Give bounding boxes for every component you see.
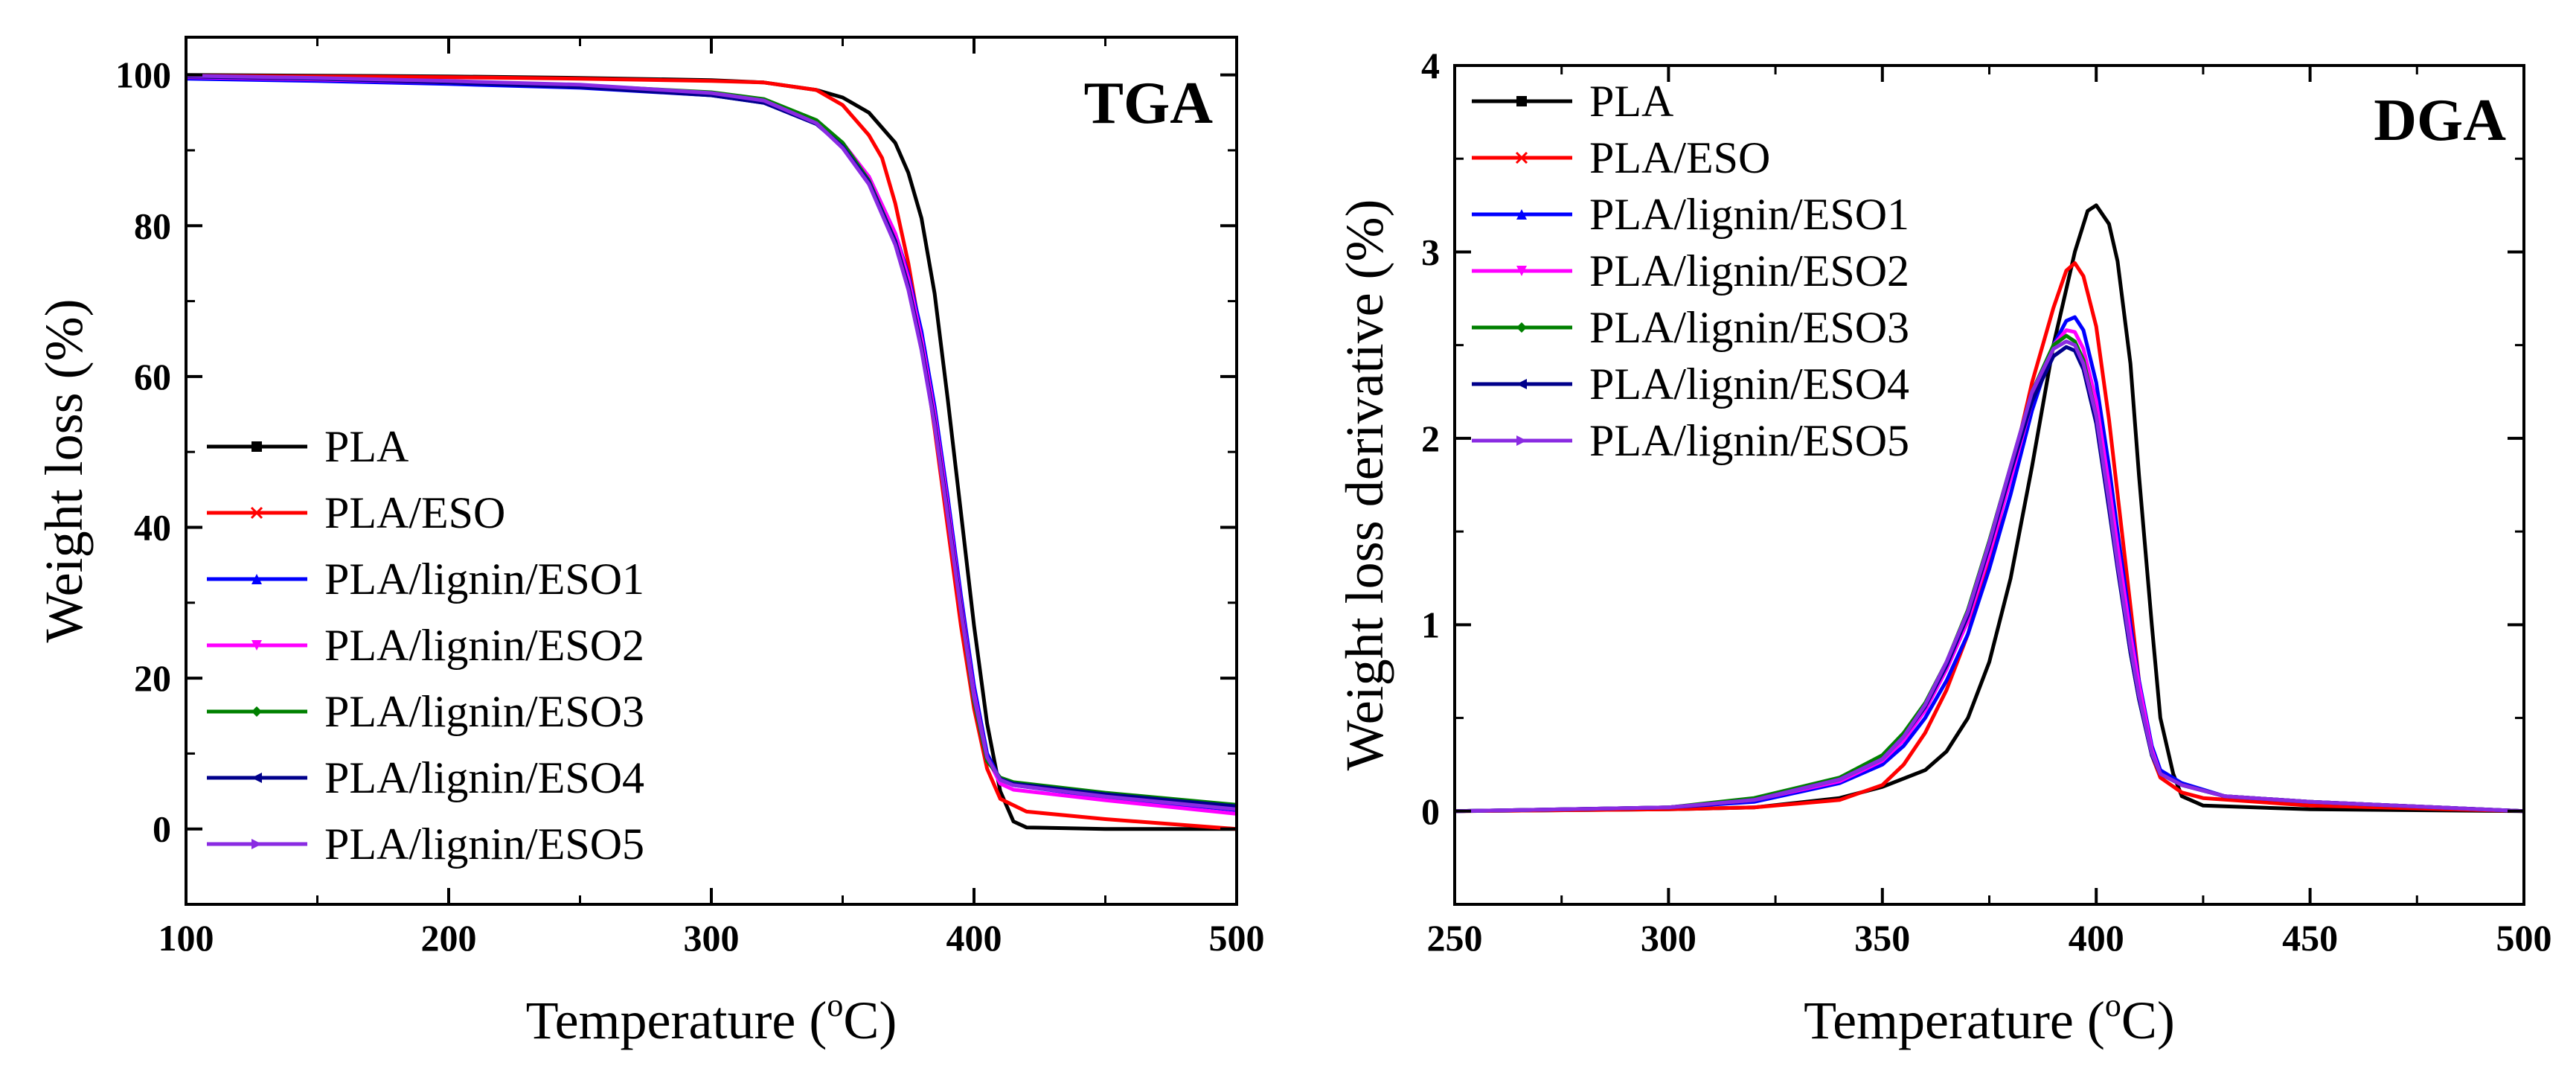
tga-y-tick-label: 20 xyxy=(134,657,171,699)
dga-legend-label: PLA/lignin/ESO1 xyxy=(1589,190,1909,239)
dga-y-tick-label: 4 xyxy=(1421,45,1440,86)
tga-legend: PLA PLA/ESO PLA/lignin/ESO1 PLA/lignin/ESO2… xyxy=(207,422,644,869)
dga-x-axis-label-sup: o xyxy=(2105,987,2121,1023)
dga-legend: PLA PLA/ESO PLA/lignin/ESO1 PLA/lignin/ESO2… xyxy=(1472,77,1909,465)
dga-title: DGA xyxy=(2374,88,2506,153)
tga-y-axis-label: Weight loss (%) xyxy=(34,298,94,642)
tga-x-tick-label: 500 xyxy=(1209,917,1265,959)
tga-x-tick-label: 200 xyxy=(421,917,477,959)
tga-panel: 100 200 300 400 500 0 20 40 60 80 100 TGA Temperatur… xyxy=(34,36,1265,1050)
dga-legend-item: PLA/lignin/ESO2 xyxy=(1472,246,1909,295)
tga-legend-label: PLA/lignin/ESO2 xyxy=(324,621,644,670)
tga-legend-marker xyxy=(250,506,263,520)
tga-legend-item: PLA/lignin/ESO5 xyxy=(207,819,644,869)
tga-series-group xyxy=(186,73,1237,831)
tga-x-tick-label: 300 xyxy=(684,917,740,959)
tga-legend-marker xyxy=(251,773,262,783)
dga-x-tick-label: 300 xyxy=(1641,917,1696,959)
dga-legend-label: PLA/lignin/ESO5 xyxy=(1589,416,1909,465)
tga-series-line-6 xyxy=(186,74,1237,811)
dga-x-tick-label: 250 xyxy=(1427,917,1483,959)
dga-y-tick-label: 0 xyxy=(1421,790,1440,832)
dga-x-tick-label: 500 xyxy=(2496,917,2552,959)
tga-legend-item: PLA/lignin/ESO3 xyxy=(207,687,644,736)
tga-legend-item: PLA/ESO xyxy=(207,488,505,537)
dga-legend-marker xyxy=(1515,151,1528,164)
dga-legend-label: PLA xyxy=(1589,77,1673,126)
dga-x-tick-label: 350 xyxy=(1854,917,1910,959)
dga-legend-item: PLA/lignin/ESO1 xyxy=(1472,190,1909,239)
tga-y-tick-label: 0 xyxy=(153,808,171,850)
tga-legend-marker xyxy=(251,574,262,584)
dga-legend-item: PLA/ESO xyxy=(1472,133,1770,182)
dga-y-tick-label: 1 xyxy=(1421,604,1440,645)
tga-legend-label: PLA/lignin/ESO5 xyxy=(324,819,644,869)
dga-legend-item: PLA/lignin/ESO3 xyxy=(1472,303,1909,352)
dga-legend-label: PLA/ESO xyxy=(1589,133,1770,182)
tga-title: TGA xyxy=(1084,71,1214,136)
tga-series-line-1 xyxy=(186,74,1237,831)
tga-legend-label: PLA/lignin/ESO3 xyxy=(324,687,644,736)
tga-x-axis-label-main: Temperature ( xyxy=(526,991,827,1050)
dga-y-tick-label: 2 xyxy=(1421,418,1440,459)
dga-x-axis-label-unit: C) xyxy=(2121,991,2175,1050)
tga-legend-label: PLA/lignin/ESO4 xyxy=(324,753,644,802)
tga-y-tick-label: 100 xyxy=(115,54,171,96)
dga-legend-label: PLA/lignin/ESO3 xyxy=(1589,303,1909,352)
tga-x-axis-label-sup: o xyxy=(827,987,843,1023)
tga-y-tick-label: 40 xyxy=(134,506,171,548)
dga-y-tick-label: 3 xyxy=(1421,231,1440,272)
dga-x-axis-label: Temperature (oC) xyxy=(1804,987,2175,1050)
dga-series-group xyxy=(1455,203,2524,814)
dga-legend-item: PLA/lignin/ESO5 xyxy=(1472,416,1909,465)
dga-panel: 250 300 350 400 450 500 0 1 2 3 4 DGA Temperature (o… xyxy=(1335,45,2552,1050)
tga-y-tick-label: 60 xyxy=(134,356,171,397)
dga-legend-label: PLA/lignin/ESO4 xyxy=(1589,360,1909,409)
tga-legend-marker xyxy=(251,640,262,651)
dga-x-axis-label-main: Temperature ( xyxy=(1804,991,2105,1050)
dga-x-tick-label: 450 xyxy=(2282,917,2338,959)
tga-legend-marker xyxy=(251,441,262,452)
tga-x-tick-label: 400 xyxy=(946,917,1002,959)
dga-legend-label: PLA/lignin/ESO2 xyxy=(1589,246,1909,295)
tga-x-axis-label: Temperature (oC) xyxy=(526,987,897,1050)
dga-series-line-6 xyxy=(1455,339,2524,814)
tga-legend-label: PLA/lignin/ESO1 xyxy=(324,555,644,604)
dga-legend-marker xyxy=(1516,209,1527,220)
dga-x-tick-label: 400 xyxy=(2069,917,2124,959)
dga-legend-marker xyxy=(1516,322,1527,333)
dga-legend-marker xyxy=(1516,266,1527,276)
tga-x-tick-label: 100 xyxy=(158,917,214,959)
tga-legend-marker xyxy=(251,706,262,717)
dga-legend-item: PLA/lignin/ESO4 xyxy=(1472,360,1909,409)
dga-legend-marker xyxy=(1516,379,1527,389)
dga-y-axis-label: Weight loss derivative (%) xyxy=(1335,199,1394,771)
tga-legend-item: PLA/lignin/ESO2 xyxy=(207,621,644,670)
dga-legend-marker xyxy=(1516,435,1527,446)
tga-legend-item: PLA xyxy=(207,422,408,471)
tga-legend-marker xyxy=(251,839,262,849)
dga-series-line-0 xyxy=(1455,203,2524,814)
tga-legend-label: PLA xyxy=(324,422,408,471)
tga-x-axis-label-unit: C) xyxy=(843,991,897,1050)
tga-legend-item: PLA/lignin/ESO1 xyxy=(207,555,644,604)
tga-y-tick-label: 80 xyxy=(134,205,171,246)
tga-legend-label: PLA/ESO xyxy=(324,488,505,537)
dga-legend-item: PLA xyxy=(1472,77,1673,126)
dga-legend-marker xyxy=(1516,96,1527,106)
tga-legend-item: PLA/lignin/ESO4 xyxy=(207,753,644,802)
